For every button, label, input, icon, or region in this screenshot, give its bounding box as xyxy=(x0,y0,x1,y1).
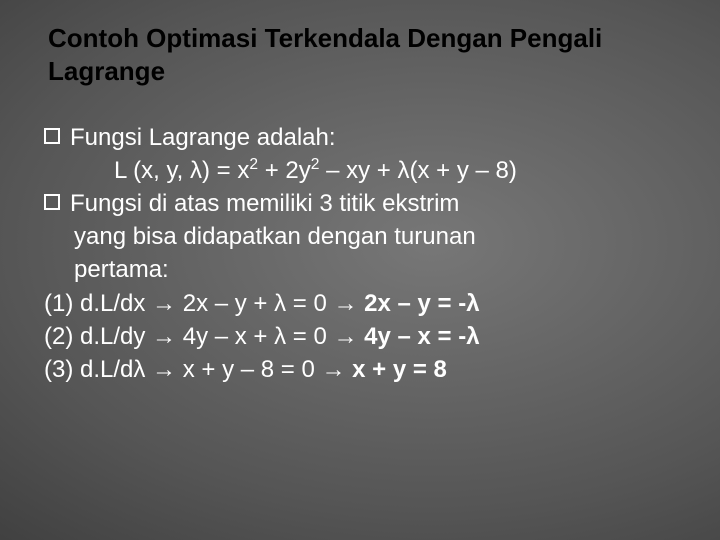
eq1-result: 2x – y = -λ xyxy=(357,290,479,317)
equation-3: (3) d.L/dλ → x + y – 8 = 0 → x + y = 8 xyxy=(44,353,690,386)
eq3-lhs: (3) d.L/dλ xyxy=(44,356,152,383)
arrow-icon: → xyxy=(321,356,345,383)
arrow-icon: → xyxy=(152,323,176,350)
eq2-mid: 4y – x + λ = 0 xyxy=(176,323,333,350)
eq3-mid: x + y – 8 = 0 xyxy=(176,356,321,383)
bullet-2-line-2: yang bisa didapatkan dengan turunan xyxy=(44,220,690,253)
bullet-1-text: Fungsi Lagrange adalah: xyxy=(70,121,336,154)
formula-part-2: + 2y xyxy=(258,157,311,184)
bullet-2-line-1: Fungsi di atas memiliki 3 titik ekstrim xyxy=(70,187,459,220)
equation-2: (2) d.L/dy → 4y – x + λ = 0 → 4y – x = -… xyxy=(44,320,690,353)
checkbox-icon xyxy=(44,194,60,210)
eq3-result: x + y = 8 xyxy=(345,356,446,383)
eq2-result: 4y – x = -λ xyxy=(357,323,479,350)
eq1-mid: 2x – y + λ = 0 xyxy=(176,290,333,317)
eq1-lhs: (1) d.L/dx xyxy=(44,290,152,317)
sup-1: 2 xyxy=(249,156,258,173)
arrow-icon: → xyxy=(152,290,176,317)
checkbox-icon xyxy=(44,128,60,144)
slide-body: Fungsi Lagrange adalah: L (x, y, λ) = x2… xyxy=(44,121,690,386)
arrow-icon: → xyxy=(333,290,357,317)
formula-part-1: L (x, y, λ) = x xyxy=(114,157,249,184)
slide: Contoh Optimasi Terkendala Dengan Pengal… xyxy=(0,0,720,540)
arrow-icon: → xyxy=(152,356,176,383)
eq2-lhs: (2) d.L/dy xyxy=(44,323,152,350)
slide-title: Contoh Optimasi Terkendala Dengan Pengal… xyxy=(44,22,690,87)
arrow-icon: → xyxy=(333,323,357,350)
equation-1: (1) d.L/dx → 2x – y + λ = 0 → 2x – y = -… xyxy=(44,287,690,320)
formula-part-3: – xy + λ(x + y – 8) xyxy=(319,157,516,184)
bullet-2-line-3: pertama: xyxy=(44,253,690,286)
lagrange-formula: L (x, y, λ) = x2 + 2y2 – xy + λ(x + y – … xyxy=(44,154,690,187)
bullet-2: Fungsi di atas memiliki 3 titik ekstrim xyxy=(44,187,690,220)
bullet-1: Fungsi Lagrange adalah: xyxy=(44,121,690,154)
